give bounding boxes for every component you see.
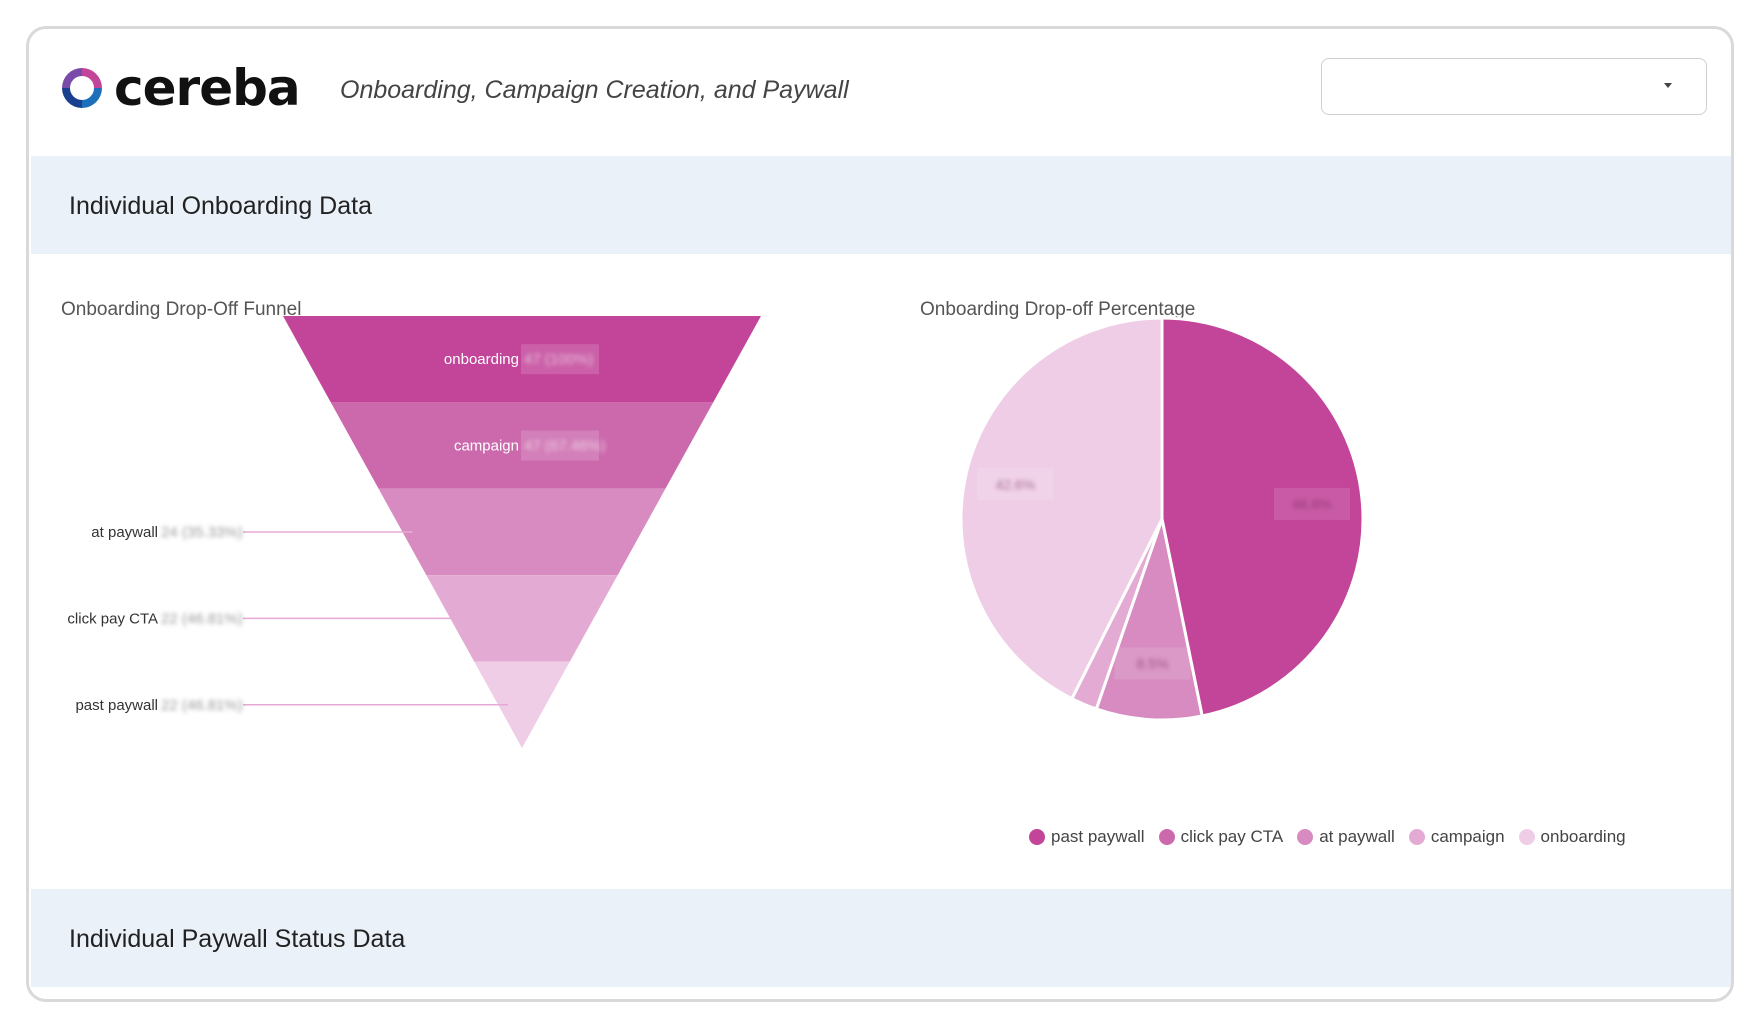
header: cereba Onboarding, Campaign Creation, an… (29, 29, 1731, 159)
section-header-paywall: Individual Paywall Status Data (31, 889, 1731, 987)
funnel-stage-label: onboarding (444, 351, 519, 368)
pie-label-mask (977, 468, 1054, 501)
funnel-stage-label: at paywall (91, 524, 158, 541)
legend-item[interactable]: at paywall (1297, 827, 1395, 847)
funnel-value-mask (521, 430, 599, 461)
funnel-chart: onboarding 47 (100%) campaign 47 (67.46%) at… (67, 316, 761, 748)
legend-label: at paywall (1319, 827, 1395, 846)
pie-legend: past paywall click pay CTA at paywall ca… (1029, 827, 1640, 847)
cereba-logo-icon (62, 68, 102, 108)
funnel-stage-value: 24 (35.33%) (161, 524, 243, 541)
pie-slice[interactable] (1160, 316, 1365, 718)
funnel-stage-label: past paywall (75, 697, 158, 714)
filter-dropdown[interactable] (1321, 58, 1707, 115)
funnel-chart-title: Onboarding Drop-Off Funnel (61, 299, 302, 320)
legend-label: campaign (1430, 827, 1505, 846)
legend-item[interactable]: past paywall (1029, 827, 1145, 847)
legend-label: past paywall (1051, 827, 1145, 846)
legend-swatch (1408, 829, 1425, 845)
pie-label-mask (1114, 647, 1191, 680)
pie-chart: 46.8% 8.5% 42.6% (959, 316, 1365, 722)
pie-slice[interactable] (1094, 517, 1204, 722)
funnel-stage-label: campaign (454, 438, 519, 455)
funnel-stage[interactable] (378, 488, 666, 576)
pie-slice[interactable] (959, 316, 1164, 701)
section-title: Individual Paywall Status Data (69, 925, 406, 953)
dashboard-frame: cereba Onboarding, Campaign Creation, an… (26, 26, 1734, 1002)
legend-label: click pay CTA (1180, 827, 1284, 846)
funnel-stage-value: 22 (46.81%) (161, 610, 243, 627)
funnel-stage-value: 47 (100%) (524, 351, 593, 368)
funnel-stage-value: 47 (67.46%) (524, 438, 606, 455)
legend-swatch (1029, 829, 1045, 845)
legend-item[interactable]: click pay CTA (1158, 827, 1284, 847)
pie-chart-title: Onboarding Drop-off Percentage (920, 299, 1196, 320)
pie-slice-label: 46.8% (1292, 496, 1332, 512)
pie-slice-label: 42.6% (995, 476, 1035, 492)
pie-label-mask (1273, 487, 1350, 520)
legend-label: onboarding (1540, 827, 1626, 846)
legend-item[interactable]: onboarding (1518, 827, 1626, 847)
legend-swatch (1158, 829, 1175, 845)
funnel-stage[interactable] (330, 402, 714, 489)
section-title: Individual Onboarding Data (69, 192, 372, 220)
brand-name: cereba (114, 59, 301, 117)
page-title: Onboarding, Campaign Creation, and Paywa… (340, 76, 849, 104)
section-header-onboarding: Individual Onboarding Data (31, 156, 1731, 254)
pie-slice-label: 8.5% (1136, 655, 1168, 671)
funnel-stage-label: click pay CTA (67, 610, 158, 627)
brand-logo[interactable]: cereba (58, 59, 301, 117)
funnel-stage[interactable] (426, 575, 618, 662)
funnel-stage-value: 22 (46.81%) (161, 697, 243, 714)
chevron-down-icon (1664, 83, 1672, 88)
funnel-value-mask (521, 344, 599, 375)
charts-canvas: onboarding 47 (100%) campaign 47 (67.46%) at… (67, 316, 1365, 748)
legend-swatch (1297, 829, 1314, 845)
funnel-stage[interactable] (283, 316, 761, 403)
funnel-stage[interactable] (474, 661, 570, 748)
legend-swatch (1518, 829, 1535, 845)
legend-item[interactable]: campaign (1408, 827, 1505, 847)
